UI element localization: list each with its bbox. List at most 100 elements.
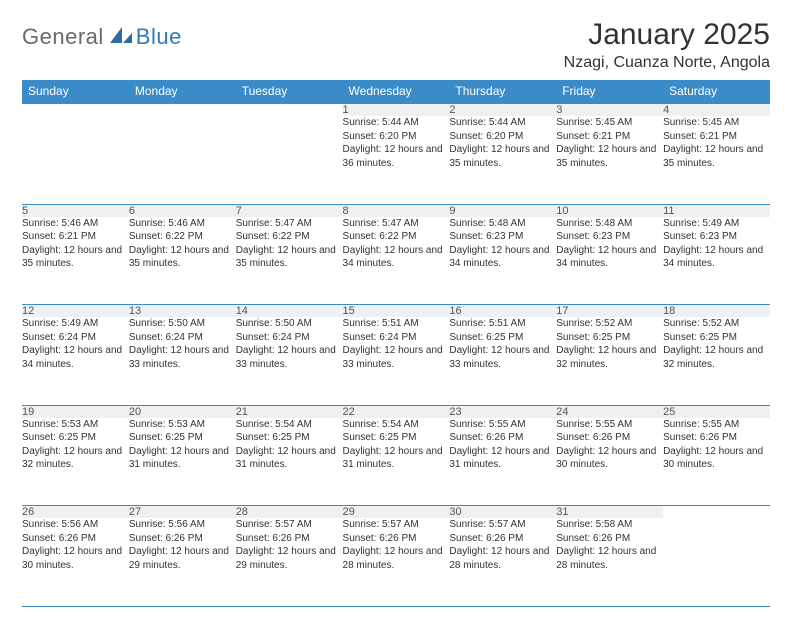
sunrise-text: Sunrise: 5:58 AM <box>556 518 663 532</box>
daylight-text: Daylight: 12 hours and 32 minutes. <box>663 344 770 371</box>
daylight-text: Daylight: 12 hours and 32 minutes. <box>22 445 129 472</box>
day-detail-cell: Sunrise: 5:49 AMSunset: 6:23 PMDaylight:… <box>663 217 770 305</box>
sunrise-text: Sunrise: 5:50 AM <box>129 317 236 331</box>
day-detail-cell: Sunrise: 5:58 AMSunset: 6:26 PMDaylight:… <box>556 518 663 606</box>
day-detail-cell: Sunrise: 5:49 AMSunset: 6:24 PMDaylight:… <box>22 317 129 405</box>
day-detail-cell <box>236 116 343 204</box>
day-number-cell <box>129 103 236 116</box>
brand-blue: Blue <box>136 24 182 50</box>
day-number-cell <box>22 103 129 116</box>
day-number-cell: 10 <box>556 204 663 217</box>
sunrise-text: Sunrise: 5:51 AM <box>343 317 450 331</box>
day-number-cell: 5 <box>22 204 129 217</box>
sunset-text: Sunset: 6:26 PM <box>343 532 450 546</box>
week-detail-row: Sunrise: 5:46 AMSunset: 6:21 PMDaylight:… <box>22 217 770 305</box>
sunset-text: Sunset: 6:21 PM <box>663 130 770 144</box>
daylight-text: Daylight: 12 hours and 32 minutes. <box>556 344 663 371</box>
sunset-text: Sunset: 6:24 PM <box>129 331 236 345</box>
sunset-text: Sunset: 6:22 PM <box>129 230 236 244</box>
sunrise-text: Sunrise: 5:54 AM <box>236 418 343 432</box>
day-number-cell: 12 <box>22 305 129 318</box>
day-detail-cell: Sunrise: 5:55 AMSunset: 6:26 PMDaylight:… <box>663 418 770 506</box>
sunrise-text: Sunrise: 5:57 AM <box>343 518 450 532</box>
day-detail-cell: Sunrise: 5:48 AMSunset: 6:23 PMDaylight:… <box>449 217 556 305</box>
day-detail-cell <box>663 518 770 606</box>
sunset-text: Sunset: 6:25 PM <box>22 431 129 445</box>
day-number-cell: 24 <box>556 405 663 418</box>
daylight-text: Daylight: 12 hours and 35 minutes. <box>129 244 236 271</box>
day-number-cell: 15 <box>343 305 450 318</box>
day-number-cell: 25 <box>663 405 770 418</box>
sunrise-text: Sunrise: 5:47 AM <box>236 217 343 231</box>
sunrise-text: Sunrise: 5:54 AM <box>343 418 450 432</box>
sunrise-text: Sunrise: 5:55 AM <box>556 418 663 432</box>
day-number-cell: 29 <box>343 506 450 519</box>
day-number-cell: 20 <box>129 405 236 418</box>
sunrise-text: Sunrise: 5:51 AM <box>449 317 556 331</box>
day-number-cell: 17 <box>556 305 663 318</box>
day-detail-cell: Sunrise: 5:44 AMSunset: 6:20 PMDaylight:… <box>343 116 450 204</box>
week-daynum-row: 262728293031 <box>22 506 770 519</box>
sunset-text: Sunset: 6:23 PM <box>449 230 556 244</box>
week-detail-row: Sunrise: 5:44 AMSunset: 6:20 PMDaylight:… <box>22 116 770 204</box>
day-number-cell: 2 <box>449 103 556 116</box>
day-detail-cell: Sunrise: 5:50 AMSunset: 6:24 PMDaylight:… <box>129 317 236 405</box>
title-block: January 2025 Nzagi, Cuanza Norte, Angola <box>564 18 770 72</box>
day-number-cell: 7 <box>236 204 343 217</box>
daylight-text: Daylight: 12 hours and 28 minutes. <box>556 545 663 572</box>
day-detail-cell: Sunrise: 5:53 AMSunset: 6:25 PMDaylight:… <box>22 418 129 506</box>
sunset-text: Sunset: 6:25 PM <box>236 431 343 445</box>
daylight-text: Daylight: 12 hours and 30 minutes. <box>22 545 129 572</box>
sunrise-text: Sunrise: 5:49 AM <box>22 317 129 331</box>
daylight-text: Daylight: 12 hours and 30 minutes. <box>556 445 663 472</box>
day-number-cell: 23 <box>449 405 556 418</box>
day-number-cell: 19 <box>22 405 129 418</box>
sunset-text: Sunset: 6:26 PM <box>236 532 343 546</box>
day-detail-cell: Sunrise: 5:45 AMSunset: 6:21 PMDaylight:… <box>556 116 663 204</box>
calendar-table: Sunday Monday Tuesday Wednesday Thursday… <box>22 80 770 607</box>
day-number-cell: 8 <box>343 204 450 217</box>
calendar-body: 1234Sunrise: 5:44 AMSunset: 6:20 PMDayli… <box>22 103 770 606</box>
day-detail-cell: Sunrise: 5:44 AMSunset: 6:20 PMDaylight:… <box>449 116 556 204</box>
day-detail-cell: Sunrise: 5:45 AMSunset: 6:21 PMDaylight:… <box>663 116 770 204</box>
daylight-text: Daylight: 12 hours and 31 minutes. <box>343 445 450 472</box>
day-detail-cell: Sunrise: 5:51 AMSunset: 6:24 PMDaylight:… <box>343 317 450 405</box>
daylight-text: Daylight: 12 hours and 35 minutes. <box>236 244 343 271</box>
day-number-cell: 11 <box>663 204 770 217</box>
daylight-text: Daylight: 12 hours and 34 minutes. <box>22 344 129 371</box>
sunrise-text: Sunrise: 5:50 AM <box>236 317 343 331</box>
sunrise-text: Sunrise: 5:56 AM <box>22 518 129 532</box>
sunrise-text: Sunrise: 5:57 AM <box>236 518 343 532</box>
sunset-text: Sunset: 6:25 PM <box>343 431 450 445</box>
day-detail-cell: Sunrise: 5:57 AMSunset: 6:26 PMDaylight:… <box>236 518 343 606</box>
day-number-cell: 6 <box>129 204 236 217</box>
weekday-header-row: Sunday Monday Tuesday Wednesday Thursday… <box>22 80 770 103</box>
week-detail-row: Sunrise: 5:56 AMSunset: 6:26 PMDaylight:… <box>22 518 770 606</box>
sunset-text: Sunset: 6:26 PM <box>663 431 770 445</box>
daylight-text: Daylight: 12 hours and 31 minutes. <box>129 445 236 472</box>
weekday-friday: Friday <box>556 80 663 103</box>
sunrise-text: Sunrise: 5:46 AM <box>129 217 236 231</box>
weekday-tuesday: Tuesday <box>236 80 343 103</box>
day-detail-cell: Sunrise: 5:53 AMSunset: 6:25 PMDaylight:… <box>129 418 236 506</box>
day-detail-cell: Sunrise: 5:56 AMSunset: 6:26 PMDaylight:… <box>22 518 129 606</box>
sunset-text: Sunset: 6:20 PM <box>449 130 556 144</box>
day-number-cell: 22 <box>343 405 450 418</box>
sunset-text: Sunset: 6:25 PM <box>449 331 556 345</box>
daylight-text: Daylight: 12 hours and 28 minutes. <box>343 545 450 572</box>
day-detail-cell: Sunrise: 5:57 AMSunset: 6:26 PMDaylight:… <box>343 518 450 606</box>
daylight-text: Daylight: 12 hours and 31 minutes. <box>236 445 343 472</box>
day-detail-cell: Sunrise: 5:46 AMSunset: 6:22 PMDaylight:… <box>129 217 236 305</box>
sunrise-text: Sunrise: 5:44 AM <box>449 116 556 130</box>
calendar-document: General Blue January 2025 Nzagi, Cuanza … <box>0 0 792 617</box>
day-detail-cell: Sunrise: 5:46 AMSunset: 6:21 PMDaylight:… <box>22 217 129 305</box>
daylight-text: Daylight: 12 hours and 34 minutes. <box>663 244 770 271</box>
day-number-cell: 1 <box>343 103 450 116</box>
daylight-text: Daylight: 12 hours and 30 minutes. <box>663 445 770 472</box>
sunrise-text: Sunrise: 5:48 AM <box>556 217 663 231</box>
sunset-text: Sunset: 6:24 PM <box>236 331 343 345</box>
sunset-text: Sunset: 6:26 PM <box>556 532 663 546</box>
sunrise-text: Sunrise: 5:55 AM <box>663 418 770 432</box>
day-number-cell: 30 <box>449 506 556 519</box>
day-number-cell: 13 <box>129 305 236 318</box>
